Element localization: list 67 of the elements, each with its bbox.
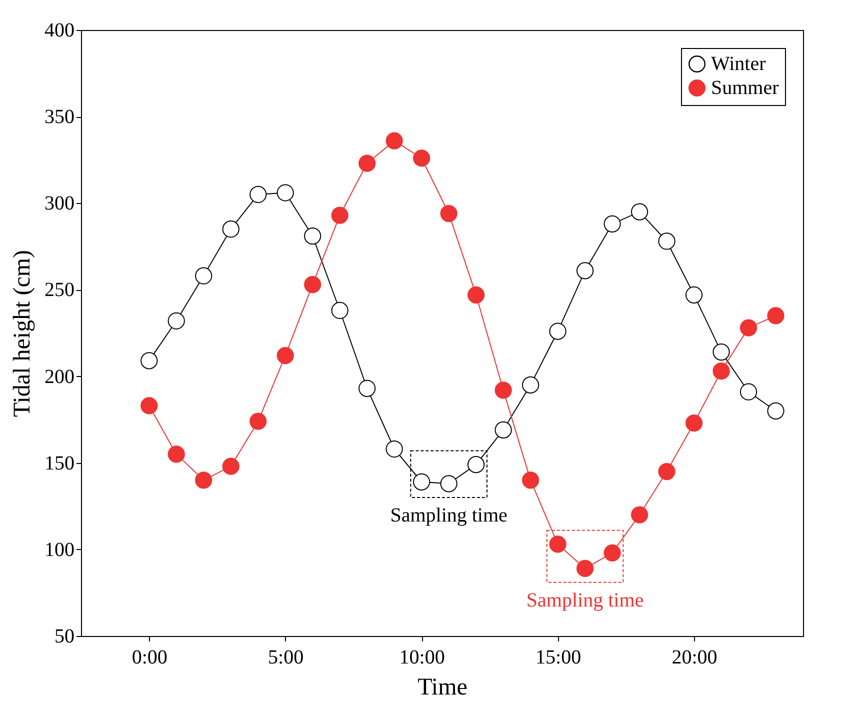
y-tick-label: 350 xyxy=(44,106,74,128)
point xyxy=(712,344,730,361)
point xyxy=(276,184,294,202)
y-tick-label: 300 xyxy=(44,192,74,215)
x-tick-label: 10:00 xyxy=(399,646,445,668)
point xyxy=(576,262,594,280)
point xyxy=(685,414,703,432)
point xyxy=(467,456,485,474)
point xyxy=(740,319,758,336)
point xyxy=(522,472,540,489)
y-tick-label: 200 xyxy=(44,366,74,388)
point xyxy=(494,382,512,399)
point xyxy=(250,186,267,204)
point xyxy=(222,220,240,238)
y-axis-title: Tidal height (cm) xyxy=(10,250,36,418)
point xyxy=(440,204,458,222)
point xyxy=(712,362,730,380)
point xyxy=(413,150,430,167)
point xyxy=(140,397,158,414)
point xyxy=(604,544,621,562)
point xyxy=(222,458,240,475)
point xyxy=(767,307,784,324)
point xyxy=(630,203,648,220)
y-tick-label: 400 xyxy=(44,20,74,42)
point xyxy=(685,286,703,304)
point xyxy=(549,322,566,340)
point xyxy=(168,312,185,330)
x-tick-label: 5:00 xyxy=(268,646,304,668)
point xyxy=(467,286,485,304)
point xyxy=(604,215,621,232)
point xyxy=(304,227,322,245)
x-tick-label: 20:00 xyxy=(672,646,718,668)
point xyxy=(494,421,512,439)
point xyxy=(658,232,676,250)
point xyxy=(168,446,185,463)
point xyxy=(549,536,566,553)
point xyxy=(658,462,676,480)
point xyxy=(331,302,348,320)
y-tick-label: 250 xyxy=(44,279,74,302)
point xyxy=(413,473,430,490)
x-tick-label: 0:00 xyxy=(132,646,168,668)
point xyxy=(386,132,403,150)
x-tick-label: 15:00 xyxy=(536,646,582,668)
y-tick-label: 100 xyxy=(44,538,74,561)
point xyxy=(740,383,758,400)
point xyxy=(250,412,267,430)
point xyxy=(440,475,458,492)
point xyxy=(358,154,376,172)
annotation: Sampling time xyxy=(526,589,644,612)
point xyxy=(331,206,348,224)
point xyxy=(195,267,212,284)
legend-label: Winter xyxy=(711,53,766,75)
point xyxy=(304,276,322,294)
point xyxy=(767,402,784,420)
y-tick-label: 150 xyxy=(44,452,74,474)
point xyxy=(576,560,594,578)
y-tick-label: 50 xyxy=(54,626,74,648)
point xyxy=(386,440,403,458)
point xyxy=(140,352,158,370)
point xyxy=(276,346,294,364)
legend-label: Summer xyxy=(711,77,780,99)
point xyxy=(195,472,212,489)
point xyxy=(358,380,376,397)
x-axis-title: Time xyxy=(418,674,468,700)
point xyxy=(522,376,540,394)
point xyxy=(630,506,648,524)
annotation: Sampling time xyxy=(390,504,508,526)
